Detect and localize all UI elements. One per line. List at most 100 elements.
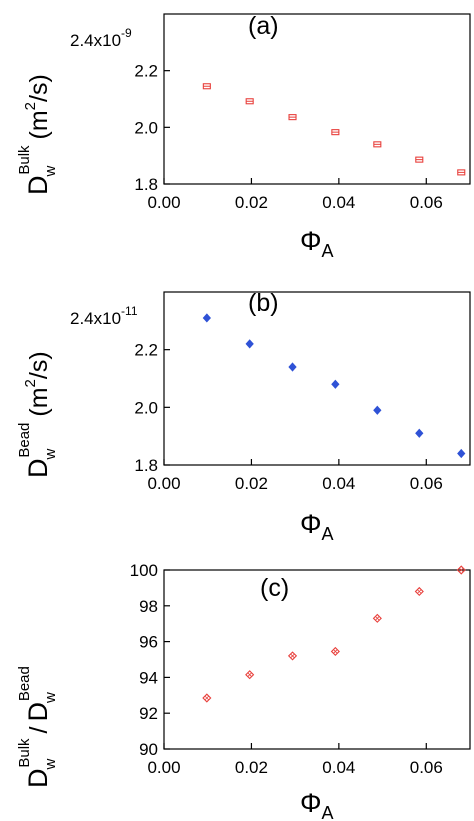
panel-b-x-ticks: 0.00 0.02 0.04 0.06 <box>147 459 443 493</box>
panel-c-data-points <box>202 565 466 703</box>
panel-a-y-label-main: D <box>23 176 53 196</box>
panel-c-x-axis-label: ΦA <box>300 788 334 821</box>
panel-b-y-tick-label: 1.8 <box>134 456 158 475</box>
panel-b-data-point <box>245 339 254 349</box>
panel-a-data-point <box>331 129 340 136</box>
panel-c-y-tick-label: 90 <box>139 740 158 759</box>
panel-c-y-label-slash: / <box>25 726 53 733</box>
panel-a-x-ticks: 0.00 0.02 0.04 0.06 <box>147 178 443 212</box>
panel-b-y-scale-note: 2.4x10-11 <box>70 304 138 328</box>
panel-c-y-tick-label: 92 <box>139 704 158 723</box>
panel-a-data-point <box>288 114 297 121</box>
panel-b-x-label-sub: A <box>322 524 334 544</box>
panel-c-x-tick-label: 0.02 <box>235 758 268 777</box>
panel-c-x-label-main: Φ <box>300 788 322 818</box>
panel-b-y-scale-exponent: -11 <box>121 304 138 318</box>
panel-b-x-tick-label: 0.04 <box>322 474 355 493</box>
panel-a-label: (a) <box>248 12 279 40</box>
panel-a-data-point <box>245 98 254 105</box>
panel-b-y-tick-label: 2.2 <box>134 341 158 360</box>
panel-a-x-tick-label: 0.00 <box>147 193 180 212</box>
panel-a-chart: 1.82.02.2 0.00 0.02 0.04 0.06 (a) 2.4x10-9 … <box>16 12 471 261</box>
panel-c-data-point <box>287 651 298 661</box>
panel-c-x-tick-label: 0.04 <box>322 758 355 777</box>
panel-a-data-point <box>373 141 382 148</box>
panel-b-plot-frame <box>163 291 471 466</box>
panel-c-y-label-num-sup: Bulk <box>16 738 33 768</box>
panel-c-y-label-den-sub: w <box>42 692 59 704</box>
panel-c-x-tick-label: 0.00 <box>147 758 180 777</box>
panel-b-data-point <box>415 428 424 438</box>
panel-b-data-point <box>202 313 211 323</box>
panel-c-y-tick-label: 98 <box>139 597 158 616</box>
panel-b-data-point <box>373 405 382 415</box>
panel-b-y-tick-label: 2.0 <box>134 398 158 417</box>
panel-a-y-tick-label: 2.2 <box>134 62 158 81</box>
panel-b-y-label-main: D <box>23 459 53 479</box>
panel-a-y-tick-label: 1.8 <box>134 175 158 194</box>
panel-b-y-axis-label: Dw Bead (m2/s) <box>16 351 59 478</box>
panel-c-y-label-num-sub: w <box>42 759 59 771</box>
panel-a-y-scale-note: 2.4x10-9 <box>70 26 132 50</box>
panel-c-y-tick-label: 94 <box>139 668 158 687</box>
panel-b-chart: 1.8 2.0 2.2 0.00 0.02 0.04 0.06 (b) 2.4x10-11… <box>16 289 471 544</box>
panel-b-y-ticks: 1.8 2.0 2.2 <box>134 341 170 475</box>
panel-c-y-tick-label: 100 <box>130 561 158 580</box>
panel-a-x-tick-label: 0.04 <box>322 193 355 212</box>
panel-c-x-ticks: 0.00 0.02 0.04 0.06 <box>147 743 443 777</box>
panel-c-chart: 90 92 94 96 98 100 0.00 0.02 0.04 0.06 (c) Dw Bul… <box>16 561 471 821</box>
panel-c-x-tick-label: 0.06 <box>410 758 443 777</box>
panel-b-x-label-main: Φ <box>300 509 322 539</box>
panel-b-y-scale-mantissa: 2.4x10 <box>70 309 121 328</box>
panel-b-data-point <box>288 362 297 372</box>
panel-a-data-point <box>457 169 466 176</box>
panel-b-y-label-sub: w <box>42 449 59 461</box>
panel-b-y-label-unit-end: /s) <box>25 351 53 379</box>
panel-a-y-axis-label: Dw Bulk (m2/s) <box>16 74 59 195</box>
panel-c-y-label-den-sup: Bead <box>16 666 33 701</box>
panel-c-data-point <box>245 670 255 680</box>
panel-c-label: (c) <box>260 574 289 602</box>
panel-a-y-label-sub: w <box>42 166 59 178</box>
panel-c-data-point <box>330 646 340 657</box>
panel-a-x-label-sub: A <box>322 241 334 261</box>
panel-a-data-point <box>202 83 211 90</box>
panel-c-y-label-den: D <box>23 702 53 722</box>
panel-c-y-tick-label: 96 <box>139 633 158 652</box>
panel-b-y-label-sup: Bead <box>16 423 33 458</box>
panel-c-data-point <box>414 586 424 597</box>
panel-a-y-label-unit: (m <box>25 110 53 139</box>
panel-c-data-point <box>202 693 212 703</box>
panel-c-data-point <box>372 613 382 623</box>
panel-a-x-tick-label: 0.06 <box>410 193 443 212</box>
panel-a-y-label-unit-end: /s) <box>25 74 53 102</box>
panel-a-y-scale-exponent: -9 <box>121 26 132 40</box>
panel-a-x-tick-label: 0.02 <box>235 193 268 212</box>
panel-a-y-label-unit-sup: 2 <box>22 102 39 110</box>
panel-a-data-points <box>202 83 466 176</box>
panel-b-data-points <box>202 313 466 459</box>
panel-c-data-point <box>456 565 466 575</box>
panel-a-x-axis-label: ΦA <box>300 226 334 261</box>
panel-c-x-label-sub: A <box>322 803 334 821</box>
panel-c-y-ticks: 90 92 94 96 98 100 <box>130 561 170 759</box>
panel-c-y-axis-label: Dw Bulk / Dw Bead <box>16 666 59 788</box>
panel-a-y-ticks: 1.8 2.0 2.2 <box>134 62 170 194</box>
panel-b-x-tick-label: 0.06 <box>410 474 443 493</box>
panel-a-y-label-sup: Bulk <box>16 145 33 175</box>
panel-b-x-tick-label: 0.02 <box>235 474 268 493</box>
panel-b-label: (b) <box>248 289 279 317</box>
panel-b-y-label-unit: (m <box>25 387 53 416</box>
panel-b-data-point <box>331 379 340 389</box>
panel-a-x-label-main: Φ <box>300 226 322 256</box>
panel-a-y-tick-label: 2.0 <box>134 118 158 137</box>
panel-a-plot-frame <box>163 13 471 185</box>
panel-c-plot-frame <box>163 569 471 750</box>
panel-b-x-tick-label: 0.00 <box>147 474 180 493</box>
panel-b-y-label-unit-sup: 2 <box>22 379 39 387</box>
panel-b-data-point <box>457 448 466 459</box>
panel-a-data-point <box>415 156 424 163</box>
panel-c-y-label-num: D <box>23 769 53 789</box>
panel-b-x-axis-label: ΦA <box>300 509 334 544</box>
